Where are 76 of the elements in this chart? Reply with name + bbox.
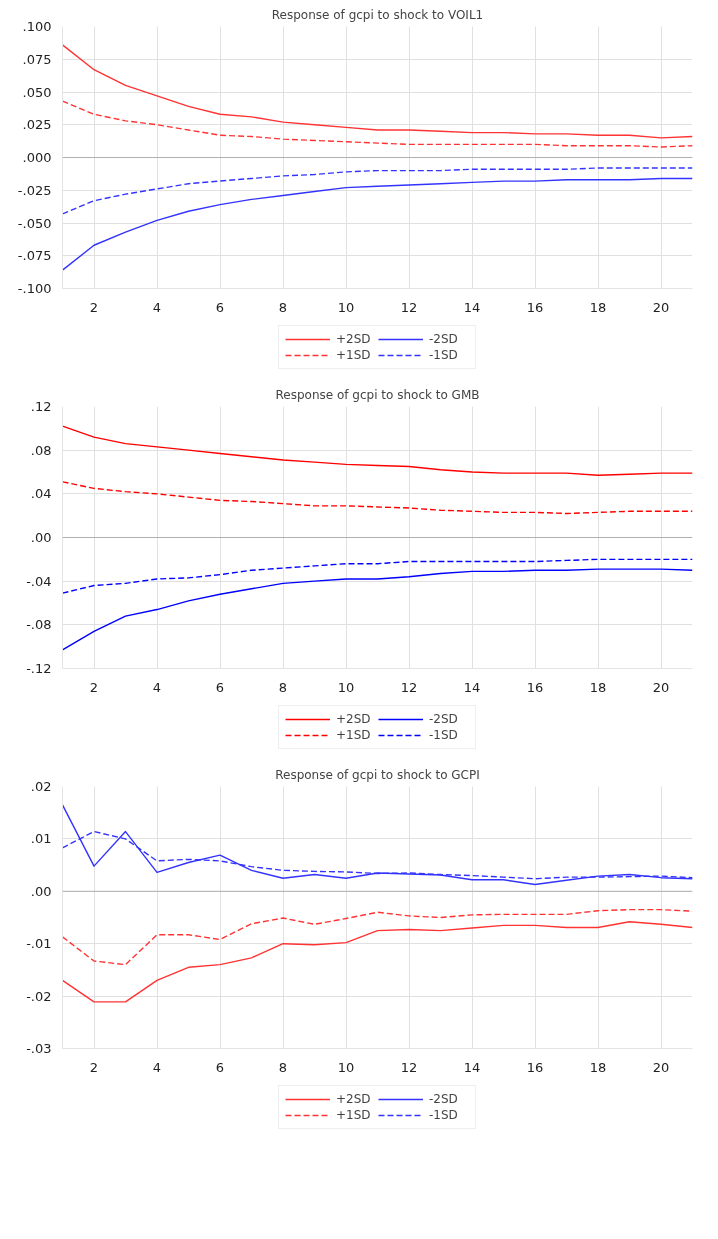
y-tick-label: -.100: [17, 281, 52, 296]
line-series: [62, 44, 693, 139]
y-tick-label: .050: [22, 84, 52, 100]
y-tick-label: .025: [22, 117, 52, 133]
legend-label: +1SD: [336, 1108, 372, 1122]
legend-label: +2SD: [336, 712, 372, 726]
y-tick-label: .08: [30, 442, 52, 458]
legend-label: -2SD: [429, 712, 459, 726]
x-tick-label: 20: [652, 299, 670, 315]
x-tick-label: 12: [400, 1059, 418, 1075]
y-tick-label: -.025: [17, 182, 52, 198]
y-tick-label: -.02: [26, 988, 52, 1004]
x-tick-label: 14: [463, 679, 481, 695]
x-tick-label: 6: [215, 299, 225, 315]
x-tick-label: 8: [278, 1059, 288, 1075]
legend-label: -1SD: [429, 1108, 459, 1122]
y-tick-label: .04: [30, 486, 52, 502]
line-series: [62, 558, 693, 594]
line-series: [62, 920, 693, 1003]
y-tick-label: .01: [30, 831, 52, 847]
legend-label: -2SD: [429, 332, 459, 346]
x-tick-label: 12: [400, 299, 418, 315]
x-tick-label: 2: [89, 679, 99, 695]
y-tick-label: -.075: [17, 248, 52, 264]
x-tick-label: 20: [652, 1059, 670, 1075]
x-tick-label: 10: [337, 1059, 355, 1075]
x-tick-label: 14: [463, 1059, 481, 1075]
legend-label: +1SD: [336, 728, 372, 742]
legend-label: +2SD: [336, 1092, 372, 1106]
x-tick-label: 4: [152, 679, 162, 695]
legend-label: +1SD: [336, 348, 372, 362]
x-tick-label: 18: [589, 1059, 607, 1075]
line-series: [62, 481, 693, 515]
x-tick-label: 20: [652, 679, 670, 695]
chart-title: Response of gcpi to shock to VOIL1: [271, 7, 484, 22]
line-series: [62, 100, 693, 148]
y-tick-label: .12: [30, 399, 52, 414]
x-tick-label: 4: [152, 1059, 162, 1075]
x-tick-label: 14: [463, 299, 481, 315]
x-tick-label: 6: [215, 679, 225, 695]
y-tick-label: -.04: [26, 573, 52, 589]
legend-label: -1SD: [429, 348, 459, 362]
y-tick-label: .100: [22, 19, 52, 34]
x-tick-label: 16: [526, 679, 544, 695]
line-series: [62, 568, 693, 651]
x-tick-label: 18: [589, 299, 607, 315]
line-series: [62, 425, 693, 476]
y-tick-label: .02: [30, 779, 52, 794]
x-tick-label: 4: [152, 299, 162, 315]
legend-label: -2SD: [429, 1092, 459, 1106]
y-tick-label: -.01: [26, 936, 52, 952]
y-tick-label: -.08: [26, 617, 52, 633]
x-tick-label: 10: [337, 299, 355, 315]
x-tick-label: 6: [215, 1059, 225, 1075]
y-tick-label: .000: [22, 150, 52, 165]
x-tick-label: 16: [526, 1059, 544, 1075]
x-tick-label: 8: [278, 299, 288, 315]
x-tick-label: 12: [400, 679, 418, 695]
chart-title: Response of gcpi to shock to GMB: [275, 387, 480, 402]
legend-label: -1SD: [429, 728, 459, 742]
y-tick-label: -.12: [26, 661, 52, 676]
x-tick-label: 2: [89, 299, 99, 315]
chart-title: Response of gcpi to shock to GCPI: [275, 767, 480, 782]
y-tick-label: .00: [30, 883, 52, 899]
x-tick-label: 2: [89, 1059, 99, 1075]
y-tick-label: .00: [30, 530, 52, 545]
line-series: [62, 167, 693, 215]
line-series: [62, 177, 693, 271]
x-tick-label: 18: [589, 679, 607, 695]
x-tick-label: 8: [278, 679, 288, 695]
y-tick-label: -.050: [17, 215, 52, 231]
y-tick-label: .075: [22, 51, 52, 67]
legend-label: +2SD: [336, 332, 372, 346]
y-tick-label: -.03: [26, 1041, 52, 1056]
x-tick-label: 16: [526, 299, 544, 315]
x-tick-label: 10: [337, 679, 355, 695]
